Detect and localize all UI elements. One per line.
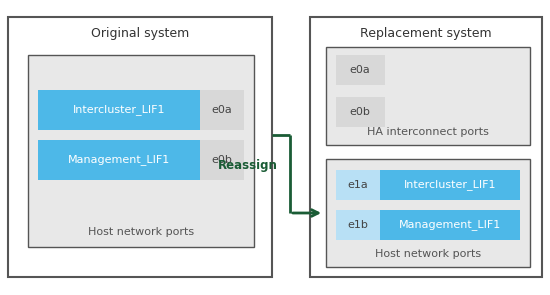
Text: e0b: e0b (350, 107, 371, 117)
Text: e1b: e1b (348, 220, 369, 230)
Bar (326, 159, 530, 267)
Text: e0b: e0b (212, 155, 233, 165)
Text: Host network ports: Host network ports (88, 227, 194, 237)
Bar (336, 55, 385, 85)
Bar (336, 97, 385, 127)
Bar (200, 140, 244, 180)
Bar (8, 17, 272, 277)
Bar (380, 210, 520, 240)
Text: Replacement system: Replacement system (360, 27, 492, 40)
Bar (38, 90, 200, 130)
Text: Intercluster_LIF1: Intercluster_LIF1 (404, 180, 496, 191)
Text: e1a: e1a (348, 180, 369, 190)
Text: Host network ports: Host network ports (375, 249, 481, 259)
Bar (336, 210, 380, 240)
Text: Management_LIF1: Management_LIF1 (399, 219, 501, 230)
Bar (38, 140, 200, 180)
Bar (336, 170, 380, 200)
Bar (200, 90, 244, 130)
Bar (326, 47, 530, 145)
Text: e0a: e0a (212, 105, 232, 115)
Text: e0a: e0a (350, 65, 370, 75)
Text: HA interconnect ports: HA interconnect ports (367, 127, 489, 137)
Text: Original system: Original system (91, 27, 189, 40)
Bar (310, 17, 542, 277)
Text: Management_LIF1: Management_LIF1 (68, 155, 170, 165)
Text: Intercluster_LIF1: Intercluster_LIF1 (73, 104, 165, 115)
Bar (28, 55, 254, 247)
Text: Reassign: Reassign (218, 158, 278, 171)
Bar (380, 170, 520, 200)
